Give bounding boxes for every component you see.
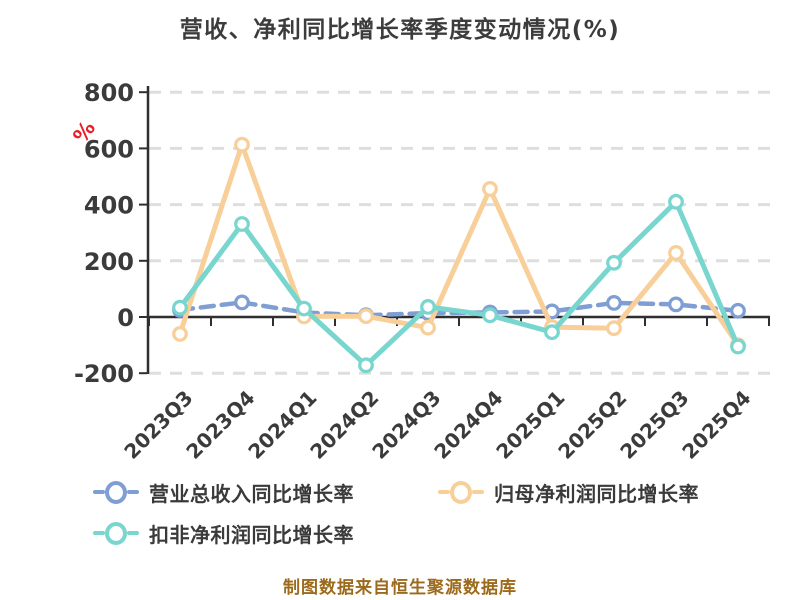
data-point bbox=[668, 244, 684, 261]
data-point bbox=[606, 295, 622, 311]
data-point bbox=[606, 320, 622, 337]
y-axis-label: 200 bbox=[84, 248, 134, 276]
legend-row-2: 扣非净利润同比增长率 bbox=[0, 513, 800, 553]
data-point bbox=[420, 299, 436, 315]
data-point bbox=[606, 254, 622, 271]
data-point bbox=[482, 180, 498, 197]
data-source-note: 制图数据来自恒生聚源数据库 bbox=[283, 578, 517, 598]
data-point bbox=[234, 136, 250, 153]
data-point bbox=[668, 296, 684, 313]
data-point bbox=[420, 319, 436, 336]
data-point bbox=[172, 326, 188, 342]
legend-item-total-revenue-yoy[interactable]: 营业总收入同比增长率 bbox=[93, 478, 354, 507]
y-axis-label: 0 bbox=[117, 304, 134, 332]
data-point bbox=[730, 302, 746, 319]
data-point bbox=[234, 294, 250, 311]
series-line-1 bbox=[177, 142, 741, 348]
line-marker-icon bbox=[93, 521, 139, 545]
data-point bbox=[234, 216, 250, 232]
line-marker-icon bbox=[438, 480, 484, 504]
data-point bbox=[482, 307, 498, 324]
series-line-2 bbox=[177, 199, 741, 368]
data-point bbox=[296, 300, 312, 317]
legend-label: 归母净利润同比增长率 bbox=[494, 481, 699, 506]
y-axis-label: -200 bbox=[74, 360, 134, 388]
y-axis-label: 400 bbox=[84, 192, 134, 220]
x-axis-label: 2025Q4 bbox=[677, 386, 755, 464]
line-chart: 8006004002000-200%2023Q32023Q42024Q12024… bbox=[68, 79, 772, 464]
y-axis-label: 600 bbox=[84, 135, 134, 163]
data-point bbox=[544, 324, 560, 341]
chart-title: 营收、净利同比增长率季度变动情况(%) bbox=[179, 17, 621, 43]
y-axis-label: 800 bbox=[84, 79, 134, 107]
legend-item-net-profit-yoy[interactable]: 归母净利润同比增长率 bbox=[438, 478, 699, 507]
data-point bbox=[668, 193, 684, 210]
legend-label: 扣非净利润同比增长率 bbox=[149, 522, 354, 547]
data-point bbox=[358, 308, 374, 325]
legend: 营业总收入同比增长率 归母净利润同比增长率 扣非净利润同比增长率 bbox=[0, 472, 800, 553]
legend-row-1: 营业总收入同比增长率 归母净利润同比增长率 bbox=[0, 472, 800, 512]
legend-item-nonrecurring-net-profit-yoy[interactable]: 扣非净利润同比增长率 bbox=[93, 519, 354, 548]
data-point bbox=[358, 357, 374, 374]
data-point bbox=[172, 299, 188, 316]
line-marker-icon bbox=[93, 480, 139, 504]
legend-label: 营业总收入同比增长率 bbox=[149, 481, 354, 506]
data-point bbox=[730, 338, 746, 355]
